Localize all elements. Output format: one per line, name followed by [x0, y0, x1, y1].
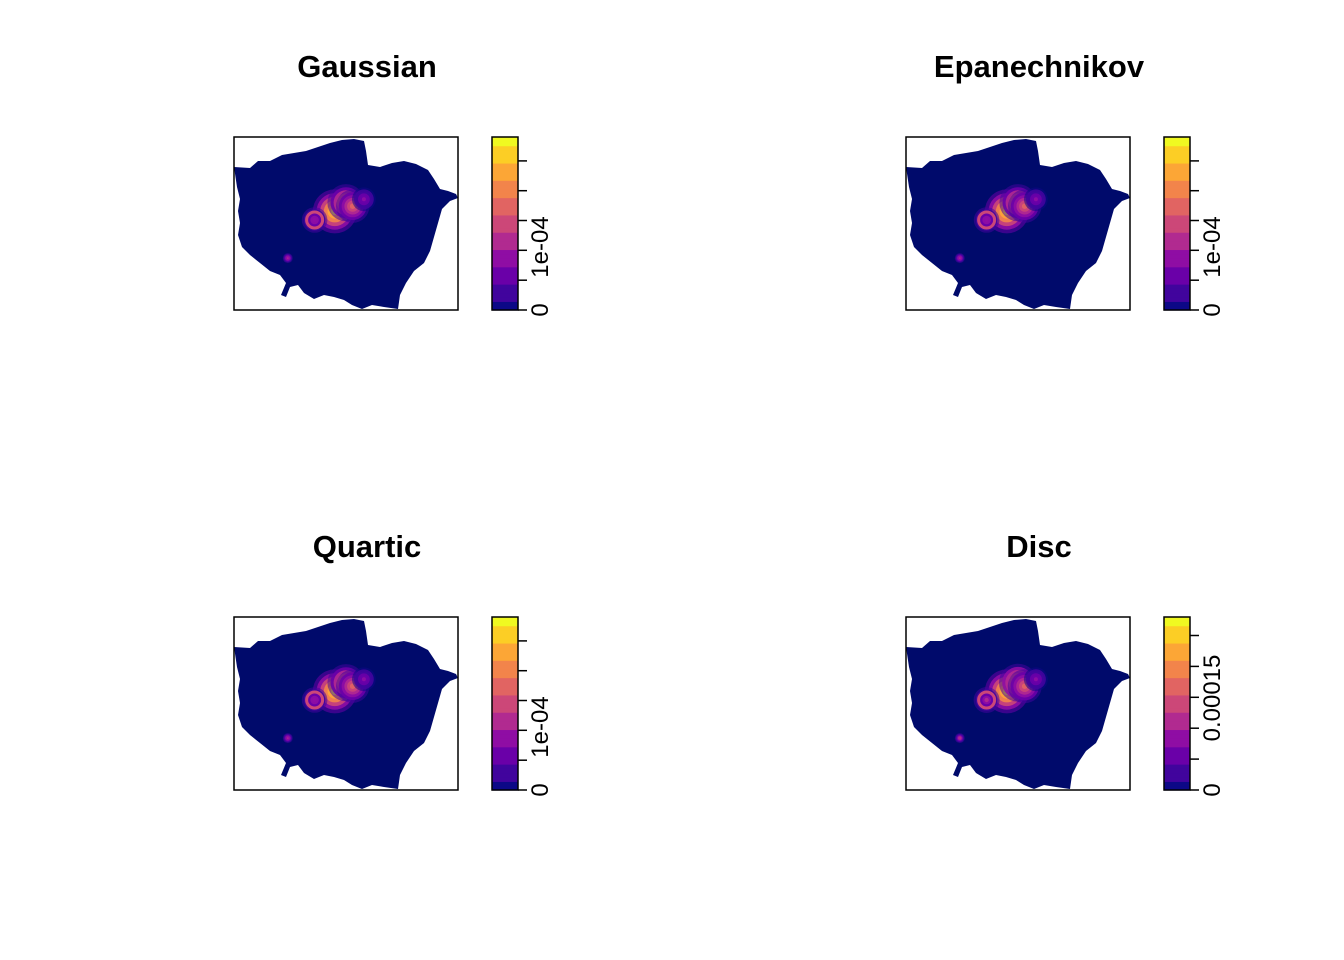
colorbar-tick-label: 1e-04	[527, 216, 554, 277]
density-hotspot	[352, 187, 376, 212]
density-hotspot	[1023, 667, 1048, 692]
plot-frame	[905, 136, 1131, 311]
panel-title: Quartic	[313, 529, 422, 564]
panel-disc: Disc 0 0.00015	[905, 529, 1226, 797]
colorbar	[491, 136, 527, 311]
density-hotspot	[1008, 189, 1042, 223]
density-map	[906, 619, 1130, 789]
density-hotspot	[282, 733, 293, 744]
colorbar-tick-label: 1e-04	[1199, 216, 1226, 277]
colorbar-tick-label: 0	[527, 303, 554, 316]
density-map	[906, 139, 1130, 309]
density-map	[234, 139, 458, 309]
density-ring	[977, 690, 997, 710]
plot-frame	[233, 136, 459, 311]
colorbar-tick-label: 0	[1199, 783, 1226, 796]
density-ring	[977, 210, 997, 230]
panel-gaussian: Gaussian 0 1e-04	[233, 49, 554, 317]
density-hotspot	[954, 253, 965, 264]
colorbar-tick-label: 1e-04	[527, 696, 554, 757]
plot-frame	[905, 616, 1131, 791]
colorbar-tick-label: 0	[1199, 303, 1226, 316]
colorbar-frame	[1163, 616, 1191, 791]
panel-quartic: Quartic 0 1e-04	[233, 529, 554, 797]
colorbar-tick-label: 0.00015	[1199, 655, 1226, 742]
panel-title: Disc	[1006, 529, 1071, 564]
colorbar-frame	[491, 136, 519, 311]
density-ring	[305, 690, 325, 710]
panel-title: Gaussian	[297, 49, 437, 84]
density-hotspot	[282, 253, 293, 264]
colorbar	[1163, 616, 1199, 791]
panel-title: Epanechnikov	[934, 49, 1145, 84]
colorbar-frame	[491, 616, 519, 791]
colorbar-frame	[1163, 136, 1191, 311]
colorbar-tick-label: 0	[527, 783, 554, 796]
density-map	[234, 619, 458, 789]
panel-epanechnikov: Epanechnikov 0 1e-04	[905, 49, 1226, 317]
colorbar	[1163, 136, 1199, 311]
density-hotspot	[352, 667, 376, 692]
colorbar	[491, 616, 527, 791]
density-hotspot	[1024, 187, 1048, 212]
density-hotspot	[954, 733, 965, 744]
plot-frame	[233, 616, 459, 791]
density-ring	[305, 210, 325, 230]
